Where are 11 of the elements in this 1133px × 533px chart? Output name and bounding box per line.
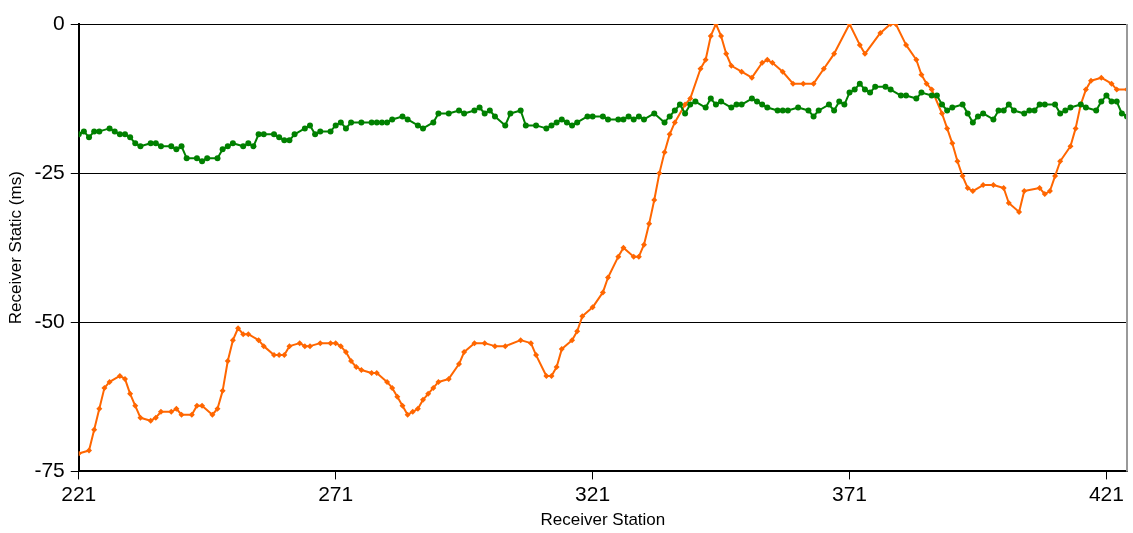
x-axis-title: Receiver Station xyxy=(540,510,666,530)
y-axis-title: Receiver Static (ms) xyxy=(5,171,25,325)
y-tick-label: -75 xyxy=(34,458,65,482)
x-tick-label: 321 xyxy=(575,481,611,505)
y-tick-label: -25 xyxy=(34,159,65,183)
y-tick-label: 0 xyxy=(53,10,65,34)
x-tick-label: 221 xyxy=(61,481,97,505)
x-tick-label: 371 xyxy=(832,481,868,505)
y-tick-label: -50 xyxy=(34,309,65,333)
x-tick-label: 271 xyxy=(318,481,354,505)
x-tick-label: 421 xyxy=(1088,481,1124,505)
